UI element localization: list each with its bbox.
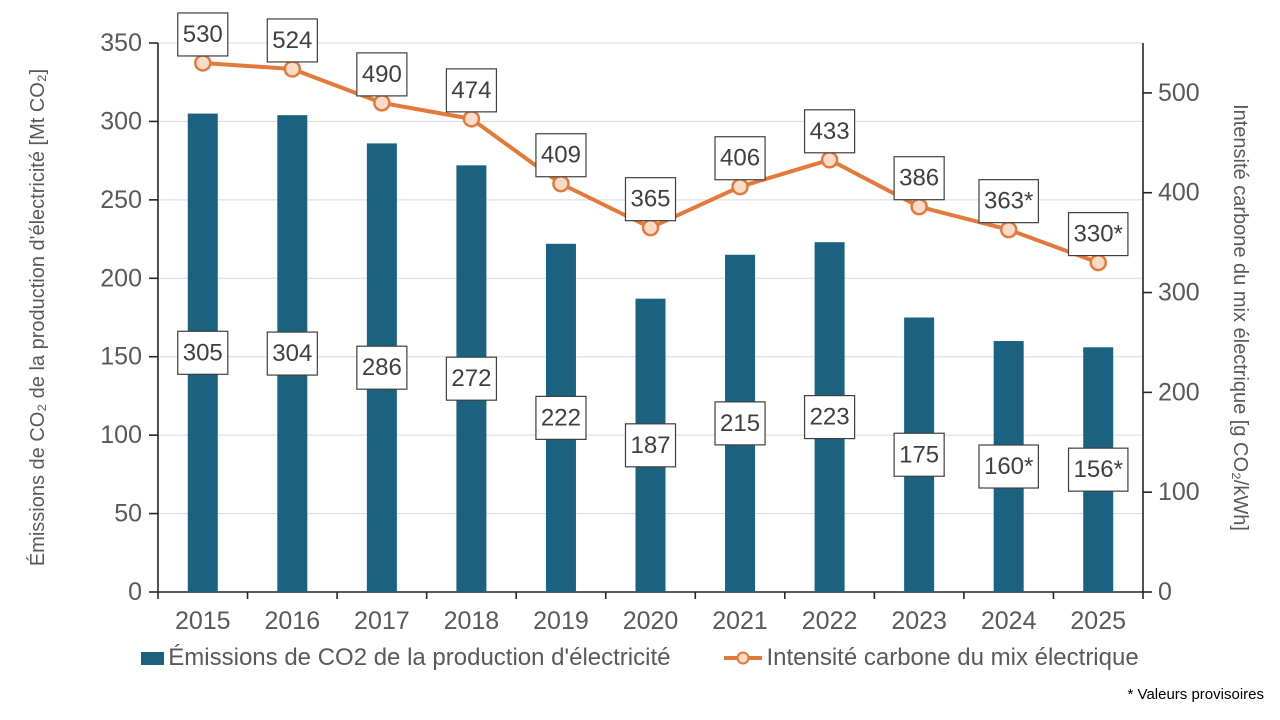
left-axis-tick-label: 100	[100, 421, 142, 449]
left-axis-tick-label: 250	[100, 186, 142, 214]
line-label-2022-text: 433	[810, 118, 850, 145]
bar-label-2015-text: 305	[183, 339, 223, 366]
line-label-2025-box	[1067, 212, 1129, 257]
line-marker-2024	[999, 220, 1018, 239]
bar-label-2021-text: 215	[720, 410, 760, 437]
bar-label-2019-text: 222	[541, 404, 581, 431]
line-marker-2017	[373, 94, 391, 112]
line-label-2019-text: 409	[541, 142, 581, 169]
line-marker-2022	[820, 151, 839, 169]
line-label-2017-text: 490	[362, 61, 402, 88]
right-axis-tick-label: 300	[1158, 279, 1200, 307]
bar-label-2024-box	[978, 444, 1039, 489]
line-marker-icon	[736, 651, 750, 665]
bar-label-2024-text: 160*	[984, 453, 1033, 480]
left-axis-tick-label: 300	[100, 107, 142, 135]
line-marker-2019	[552, 174, 570, 193]
left-axis-tick-label: 50	[114, 500, 142, 528]
line-label-2020-box	[624, 177, 677, 222]
line-label-2019-box	[535, 133, 587, 178]
line-label-2023-text: 386	[899, 165, 939, 192]
line-label-2024-box	[978, 179, 1039, 224]
line-label-2016-box	[266, 18, 318, 63]
left-axis-tick-label: 200	[100, 264, 142, 292]
bar-label-2020-text: 187	[630, 432, 670, 459]
line-label-2021-text: 406	[720, 145, 760, 172]
line-marker-2023	[910, 197, 928, 216]
line-label-2020-text: 365	[630, 186, 670, 213]
line-label-2015-text: 530	[183, 21, 223, 48]
bar-label-2023-text: 175	[899, 441, 939, 468]
x-axis-label-2017: 2017	[354, 607, 410, 635]
bar-label-2022-box	[803, 395, 856, 440]
legend-label-intensity: Intensité carbone du mix électrique	[766, 644, 1139, 671]
line-marker-2018	[462, 110, 481, 128]
line-label-2015-box	[177, 12, 229, 57]
combo-chart-svg: 0 50 100 150 200 250 300 350 0 100 200 300 400 500 201…	[26, 12, 1251, 635]
bar-label-2018-text: 272	[451, 365, 491, 392]
line-label-2018-text: 474	[451, 77, 491, 104]
x-axis-label-2015: 2015	[175, 607, 231, 635]
bar-label-2023-box	[893, 432, 945, 477]
bar-label-2025-box	[1067, 447, 1129, 492]
legend-label-emissions: Émissions de CO2 de la production d'élec…	[168, 644, 671, 671]
x-axis-label-2019: 2019	[533, 607, 589, 635]
bar-label-2021-box	[714, 401, 766, 446]
line-marker-2020	[641, 218, 660, 237]
line-marker-2016	[283, 60, 302, 78]
line-marker-2025	[1089, 253, 1107, 272]
line-marker-2015	[194, 54, 212, 72]
bar-label-2016-text: 304	[272, 340, 312, 367]
left-axis-tick-label: 350	[100, 29, 142, 57]
line-label-2016-text: 524	[272, 27, 312, 54]
footnote: * Valeurs provisoires	[1127, 686, 1264, 703]
x-axis-label-2018: 2018	[444, 607, 500, 635]
x-axis-label-2024: 2024	[981, 607, 1037, 635]
x-axis-label-2023: 2023	[891, 607, 947, 635]
right-axis-title: Intensité carbone du mix électrique [g C…	[1229, 104, 1251, 531]
right-axis-tick-label: 100	[1158, 478, 1200, 506]
right-axis-tick-label: 500	[1158, 79, 1200, 107]
bar-label-2015-box	[177, 330, 229, 375]
left-axis-title: Émissions de CO₂ de la production d'élec…	[26, 69, 49, 566]
right-axis-tick-label: 0	[1158, 578, 1172, 606]
x-axis-label-2020: 2020	[623, 607, 679, 635]
line-label-2022-box	[803, 109, 856, 154]
line-marker-2021	[731, 177, 749, 196]
line-series-swatch-icon	[724, 651, 763, 665]
bar-label-2022-text: 223	[810, 404, 850, 431]
line-label-2025-text: 330*	[1074, 221, 1123, 248]
bar-label-2018-box	[445, 356, 498, 401]
right-axis-tick-label: 200	[1158, 378, 1200, 406]
x-axis-label-2021: 2021	[712, 607, 768, 635]
bar-label-2017-text: 286	[362, 354, 402, 381]
line-label-2024-text: 363*	[984, 188, 1033, 215]
x-axis-label-2022: 2022	[802, 607, 858, 635]
line-label-2021-box	[714, 136, 766, 181]
bar-series-swatch-icon	[141, 651, 165, 665]
line-label-2018-box	[445, 68, 498, 113]
bar-label-2017-box	[356, 345, 408, 390]
bar-label-2020-box	[624, 423, 677, 468]
x-axis-label-2016: 2016	[265, 607, 321, 635]
line-label-2023-box	[893, 156, 945, 201]
legend-item-emissions: Émissions de CO2 de la production d'élec…	[141, 644, 670, 672]
x-axis-label-2025: 2025	[1070, 607, 1126, 635]
right-axis-tick-label: 400	[1158, 179, 1200, 207]
bar-label-2025-text: 156*	[1074, 456, 1123, 483]
legend-item-intensity: Intensité carbone du mix électrique	[724, 644, 1139, 672]
legend: Émissions de CO2 de la production d'élec…	[0, 644, 1280, 672]
bar-label-2019-box	[535, 395, 587, 440]
left-axis-tick-label: 150	[100, 343, 142, 371]
left-axis-tick-label: 0	[128, 578, 142, 606]
bar-label-2016-box	[266, 331, 318, 376]
line-label-2017-box	[356, 52, 408, 97]
